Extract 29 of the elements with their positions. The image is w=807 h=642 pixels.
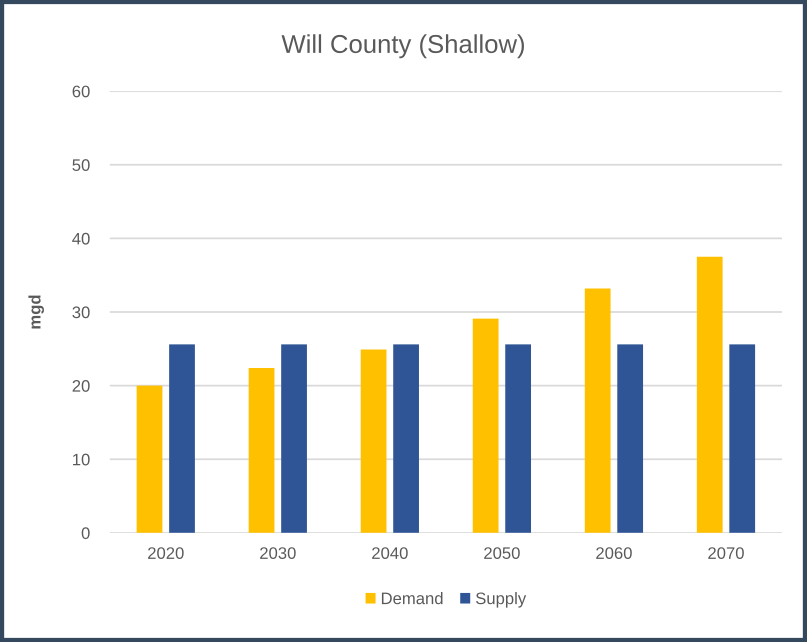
bar (136, 386, 162, 533)
bar (472, 318, 499, 533)
y-tick-label: 0 (82, 527, 90, 540)
x-tick-label: 2060 (596, 547, 632, 559)
bar (505, 344, 532, 533)
y-tick-label: 30 (72, 306, 90, 318)
bar (584, 288, 611, 533)
bar (248, 368, 274, 533)
bar (729, 344, 756, 533)
legend-label: Demand (382, 592, 442, 604)
y-tick-label: 40 (72, 232, 90, 245)
bar (281, 344, 307, 533)
bar (393, 344, 419, 533)
y-tick-label: 60 (72, 86, 90, 98)
x-tick-label: 2070 (708, 547, 744, 559)
y-tick-label: 20 (72, 380, 90, 392)
y-tick-label: 50 (72, 159, 90, 171)
x-tick-label: 2030 (260, 547, 296, 559)
x-tick-label: 2020 (148, 547, 184, 559)
bar (617, 344, 644, 533)
x-tick-label: 2050 (484, 547, 520, 559)
y-tick-label: 10 (73, 454, 90, 466)
bar (696, 256, 723, 533)
legend-label: Supply (476, 592, 526, 608)
chart-title: Will County (Shallow) (282, 34, 524, 58)
y-axis-title: mgd (28, 296, 44, 329)
bar (360, 350, 386, 533)
x-tick-label: 2040 (372, 547, 408, 559)
bar (169, 344, 195, 533)
